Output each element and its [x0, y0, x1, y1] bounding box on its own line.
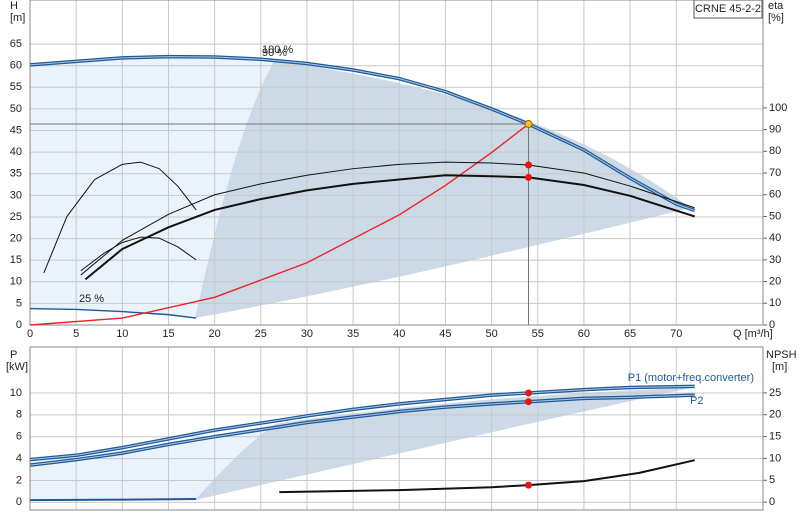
x-tick-label: 10	[116, 328, 128, 340]
y-tick-label: 10	[10, 387, 22, 399]
operating-point	[524, 120, 533, 129]
x-tick-label: 65	[624, 328, 636, 340]
x-tick-label: 45	[439, 328, 451, 340]
x-tick-label: 55	[532, 328, 544, 340]
plot-frame	[29, 346, 764, 511]
x-tick-label: 35	[347, 328, 359, 340]
y2-tick-label: 50	[769, 210, 781, 222]
operating-point	[525, 398, 533, 406]
series-line	[43, 161, 197, 274]
y-tick-label: 60	[10, 60, 22, 72]
operating-point	[525, 389, 533, 397]
x-tick-label: 0	[27, 328, 33, 340]
y2-tick-label: 70	[769, 167, 781, 179]
y2-label-unit: [%]	[768, 12, 784, 24]
y-tick-label: 5	[16, 297, 22, 309]
annotation: 100 %	[262, 44, 293, 56]
series-label: P1 (motor+freq.converter)	[628, 372, 754, 384]
x-tick-label: 50	[485, 328, 497, 340]
series-label: P2	[690, 395, 703, 407]
x-tick-label: 5	[73, 328, 79, 340]
annotation: 25 %	[79, 293, 104, 305]
y-tick-label: 10	[10, 276, 22, 288]
x-tick-label: 30	[301, 328, 313, 340]
y-label-unit: [kW]	[6, 361, 28, 373]
y2-tick-label: 90	[769, 124, 781, 136]
y-tick-label: 0	[16, 496, 22, 508]
plot-frame	[29, 0, 764, 326]
y2-tick-label: 60	[769, 189, 781, 201]
y-tick-label: 4	[16, 452, 22, 464]
series-line-highlight	[29, 385, 695, 461]
operating-point	[525, 481, 533, 489]
operating-area	[30, 56, 690, 501]
y2-tick-label: 10	[769, 297, 781, 309]
y-tick-label: 55	[10, 81, 22, 93]
y-label: P	[10, 349, 17, 361]
y-tick-label: 8	[16, 409, 22, 421]
series-line-highlight	[29, 394, 695, 466]
x-tick-label: 15	[162, 328, 174, 340]
x-label: Q [m³/h]	[733, 328, 773, 340]
y2-tick-label: 100	[769, 102, 787, 114]
y-tick-label: 40	[10, 146, 22, 158]
y2-tick-label: 40	[769, 232, 781, 244]
series-line	[84, 174, 695, 281]
y-tick-label: 45	[10, 124, 22, 136]
x-tick-label: 20	[209, 328, 221, 340]
title-box	[693, 0, 763, 19]
plot-layer: 0 5 10 15 20 25 30 35 40 45 50 55 60 65 70051015202530…	[10, 0, 787, 511]
y2-tick-label: 80	[769, 145, 781, 157]
y2-tick-label: 20	[769, 275, 781, 287]
series-line	[29, 307, 197, 319]
y2-label-unit: [m]	[772, 361, 787, 373]
x-tick-label: 70	[670, 328, 682, 340]
y2-label: eta	[768, 0, 784, 12]
y-tick-label: 25	[10, 211, 22, 223]
x-tick-label: 60	[578, 328, 590, 340]
y-tick-label: 30	[10, 189, 22, 201]
y-tick-label: 0	[16, 319, 22, 331]
y-tick-label: 15	[10, 254, 22, 266]
operating-point	[525, 173, 533, 181]
operating-point	[525, 161, 533, 169]
y2-tick-label: 25	[769, 387, 781, 399]
y2-tick-label: 15	[769, 430, 781, 442]
chart-title: CRNE 45-2-2	[695, 3, 761, 15]
series-line	[29, 123, 529, 326]
y-label-unit: [m]	[10, 12, 25, 24]
y-tick-label: 50	[10, 103, 22, 115]
series-line	[80, 236, 197, 272]
y-label: H	[10, 0, 18, 12]
y-tick-label: 35	[10, 168, 22, 180]
series-line	[80, 161, 695, 276]
annotation: 90 %	[262, 47, 287, 59]
y2-tick-label: 10	[769, 452, 781, 464]
y-tick-label: 2	[16, 474, 22, 486]
series-line-highlight	[29, 56, 695, 211]
series-line	[29, 498, 197, 502]
x-tick-label: 40	[393, 328, 405, 340]
y2-tick-label: 0	[769, 319, 775, 331]
x-tick-label: 25	[255, 328, 267, 340]
y2-tick-label: 30	[769, 254, 781, 266]
y-tick-label: 6	[16, 431, 22, 443]
y2-tick-label: 5	[769, 474, 775, 486]
y2-tick-label: 20	[769, 409, 781, 421]
y-tick-label: 65	[10, 38, 22, 50]
y-tick-label: 20	[10, 232, 22, 244]
y2-label: NPSH	[766, 349, 797, 361]
y2-tick-label: 0	[769, 496, 775, 508]
